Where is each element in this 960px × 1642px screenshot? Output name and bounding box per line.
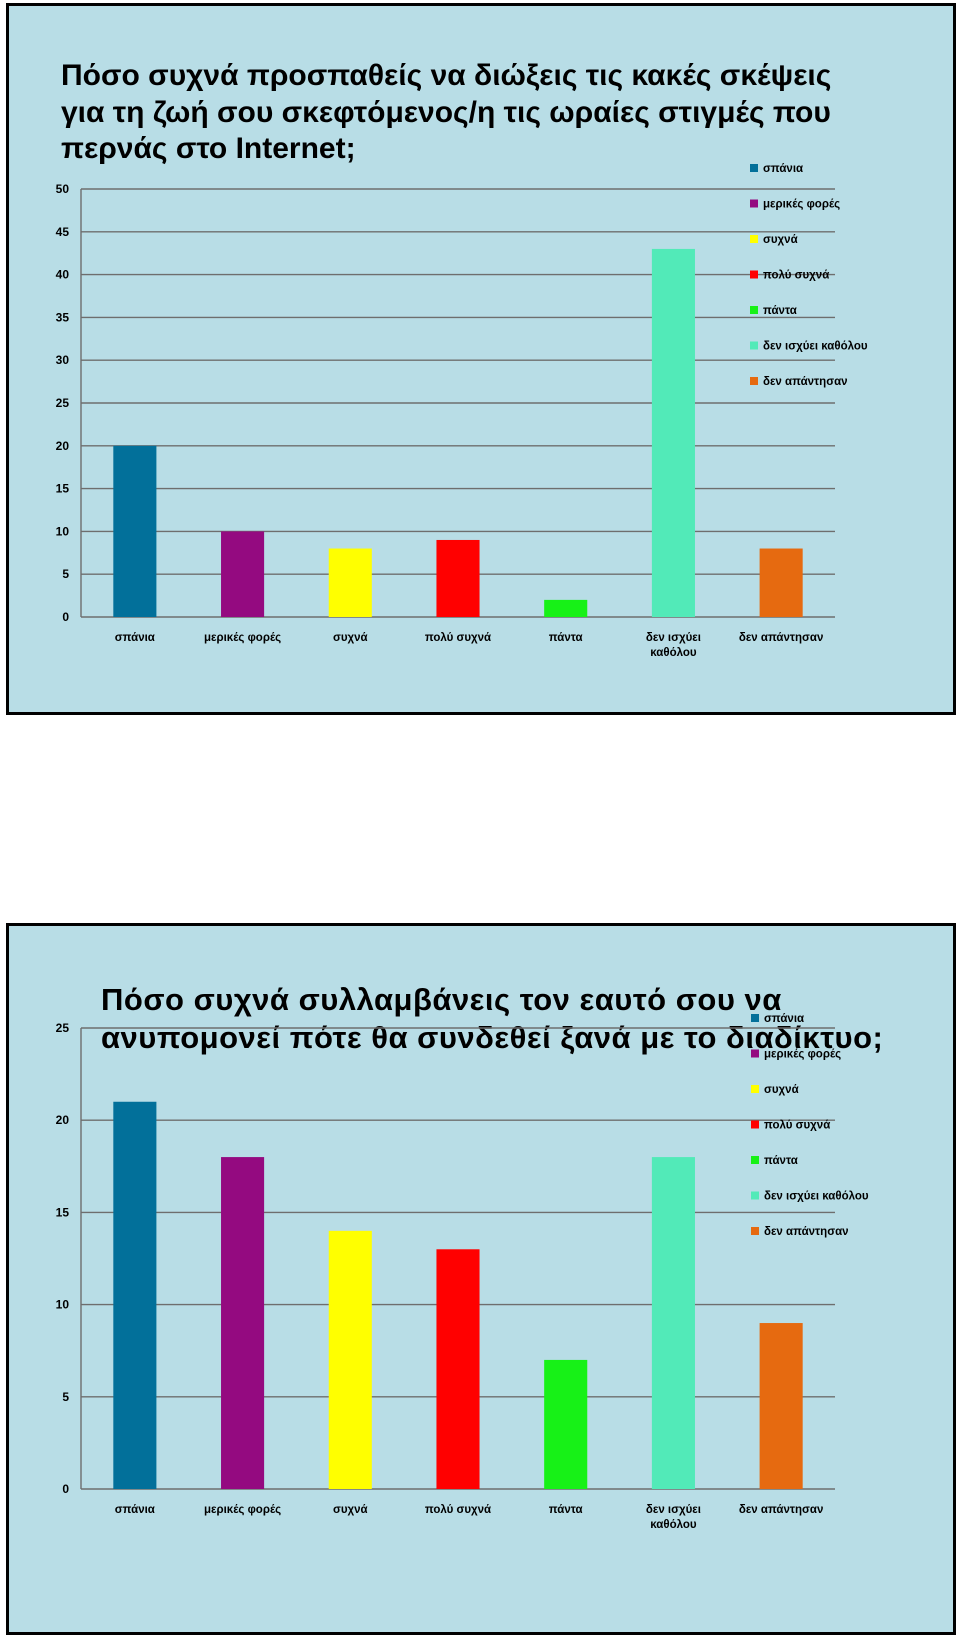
legend-swatch xyxy=(750,341,758,350)
legend-label: πάντα xyxy=(764,1155,798,1167)
chart-panel-1: Πόσο συχνά προσπαθείς να διώξεις τις κακ… xyxy=(6,3,956,715)
legend-label: δεν απάντησαν xyxy=(763,376,848,388)
bar-chart-2: 0 5 10 15 20 25 σπάνια μερικές φορές συχνά πολύ σ… xyxy=(56,1013,869,1531)
bar xyxy=(221,531,265,617)
x-tick-label: δεν ισχύει καθόλου xyxy=(646,1504,701,1531)
y-tick-label: 10 xyxy=(56,524,70,538)
legend-label: δεν ισχύει καθόλου xyxy=(763,341,868,353)
legend-swatch xyxy=(751,1191,759,1200)
x-tick-label: δεν απάντησαν xyxy=(739,632,824,644)
legend-swatch xyxy=(750,377,758,385)
bar xyxy=(651,1157,695,1489)
legend-swatch xyxy=(750,306,758,314)
legend-swatch xyxy=(750,270,758,279)
y-tick-label: 40 xyxy=(56,268,70,282)
x-tick-label: πολύ συχνά xyxy=(425,1504,491,1516)
y-tick-label: 20 xyxy=(56,1113,70,1127)
chart-title: Πόσο συχνά συλλαμβάνεις τον εαυτό σου να… xyxy=(101,982,884,1055)
chart-panel-2: Πόσο συχνά συλλαμβάνεις τον εαυτό σου να… xyxy=(6,923,956,1635)
y-tick-label: 0 xyxy=(62,610,69,624)
x-tick-label: δεν ισχύει καθόλου xyxy=(646,632,701,659)
bar xyxy=(113,445,157,617)
legend-swatch xyxy=(750,235,758,243)
x-tick-label: πολύ συχνά xyxy=(425,632,491,644)
x-tick-label: σπάνια xyxy=(115,632,155,644)
legend-swatch xyxy=(751,1156,759,1164)
x-tick-label: μερικές φορές xyxy=(204,1504,281,1516)
y-tick-label: 35 xyxy=(56,310,70,324)
legend-swatch xyxy=(751,1120,759,1129)
bar xyxy=(328,1230,372,1489)
bar xyxy=(436,539,480,617)
bar xyxy=(221,1157,265,1489)
legend-label: δεν ισχύει καθόλου xyxy=(764,1191,869,1203)
bar xyxy=(544,599,588,617)
x-tick-label: συχνά xyxy=(333,632,368,644)
legend-label: μερικές φορές xyxy=(764,1049,841,1061)
legend-label: δεν απάντησαν xyxy=(764,1226,849,1238)
bar xyxy=(759,548,803,617)
y-tick-label: 45 xyxy=(56,225,70,239)
legend-swatch xyxy=(750,199,758,208)
bar xyxy=(544,1359,588,1489)
bar xyxy=(436,1249,480,1489)
legend-label: σπάνια xyxy=(763,163,803,175)
y-tick-label: 5 xyxy=(62,1390,69,1404)
y-tick-label: 50 xyxy=(56,182,70,196)
bar xyxy=(113,1101,157,1489)
legend-label: συχνά xyxy=(764,1084,799,1096)
y-tick-label: 0 xyxy=(62,1482,69,1496)
legend-swatch xyxy=(751,1049,759,1058)
legend-label: σπάνια xyxy=(764,1013,804,1025)
x-tick-label: πάντα xyxy=(549,632,583,644)
bar xyxy=(759,1323,803,1489)
x-tick-label: δεν απάντησαν xyxy=(739,1504,824,1516)
bar-chart-1: 0 5 10 15 20 25 30 35 40 45 50 σπάνια μερικές φορές σ… xyxy=(56,163,868,659)
y-tick-label: 20 xyxy=(56,439,70,453)
bar xyxy=(328,548,372,617)
legend-swatch xyxy=(751,1014,759,1022)
legend-label: πάντα xyxy=(763,305,797,317)
y-tick-label: 25 xyxy=(56,1021,70,1035)
y-tick-label: 10 xyxy=(56,1298,70,1312)
x-tick-label: μερικές φορές xyxy=(204,632,281,644)
legend-swatch xyxy=(751,1085,759,1093)
y-tick-label: 15 xyxy=(56,1205,70,1219)
x-tick-label: σπάνια xyxy=(115,1504,155,1516)
y-tick-label: 5 xyxy=(62,567,69,581)
legend-swatch xyxy=(751,1227,759,1235)
x-tick-label: συχνά xyxy=(333,1504,368,1516)
legend-label: πολύ συχνά xyxy=(764,1120,830,1132)
x-tick-label: πάντα xyxy=(549,1504,583,1516)
legend-swatch xyxy=(750,164,758,172)
chart-title: Πόσο συχνά προσπαθείς να διώξεις τις κακ… xyxy=(61,59,832,166)
legend-label: συχνά xyxy=(763,234,798,246)
y-tick-label: 15 xyxy=(56,482,70,496)
legend-label: πολύ συχνά xyxy=(763,270,829,282)
bar xyxy=(651,248,695,618)
y-tick-label: 25 xyxy=(56,396,70,410)
legend-label: μερικές φορές xyxy=(763,199,840,211)
y-tick-label: 30 xyxy=(56,353,70,367)
